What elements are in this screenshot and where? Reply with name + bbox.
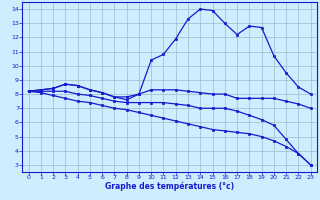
X-axis label: Graphe des températures (°c): Graphe des températures (°c) — [105, 182, 234, 191]
